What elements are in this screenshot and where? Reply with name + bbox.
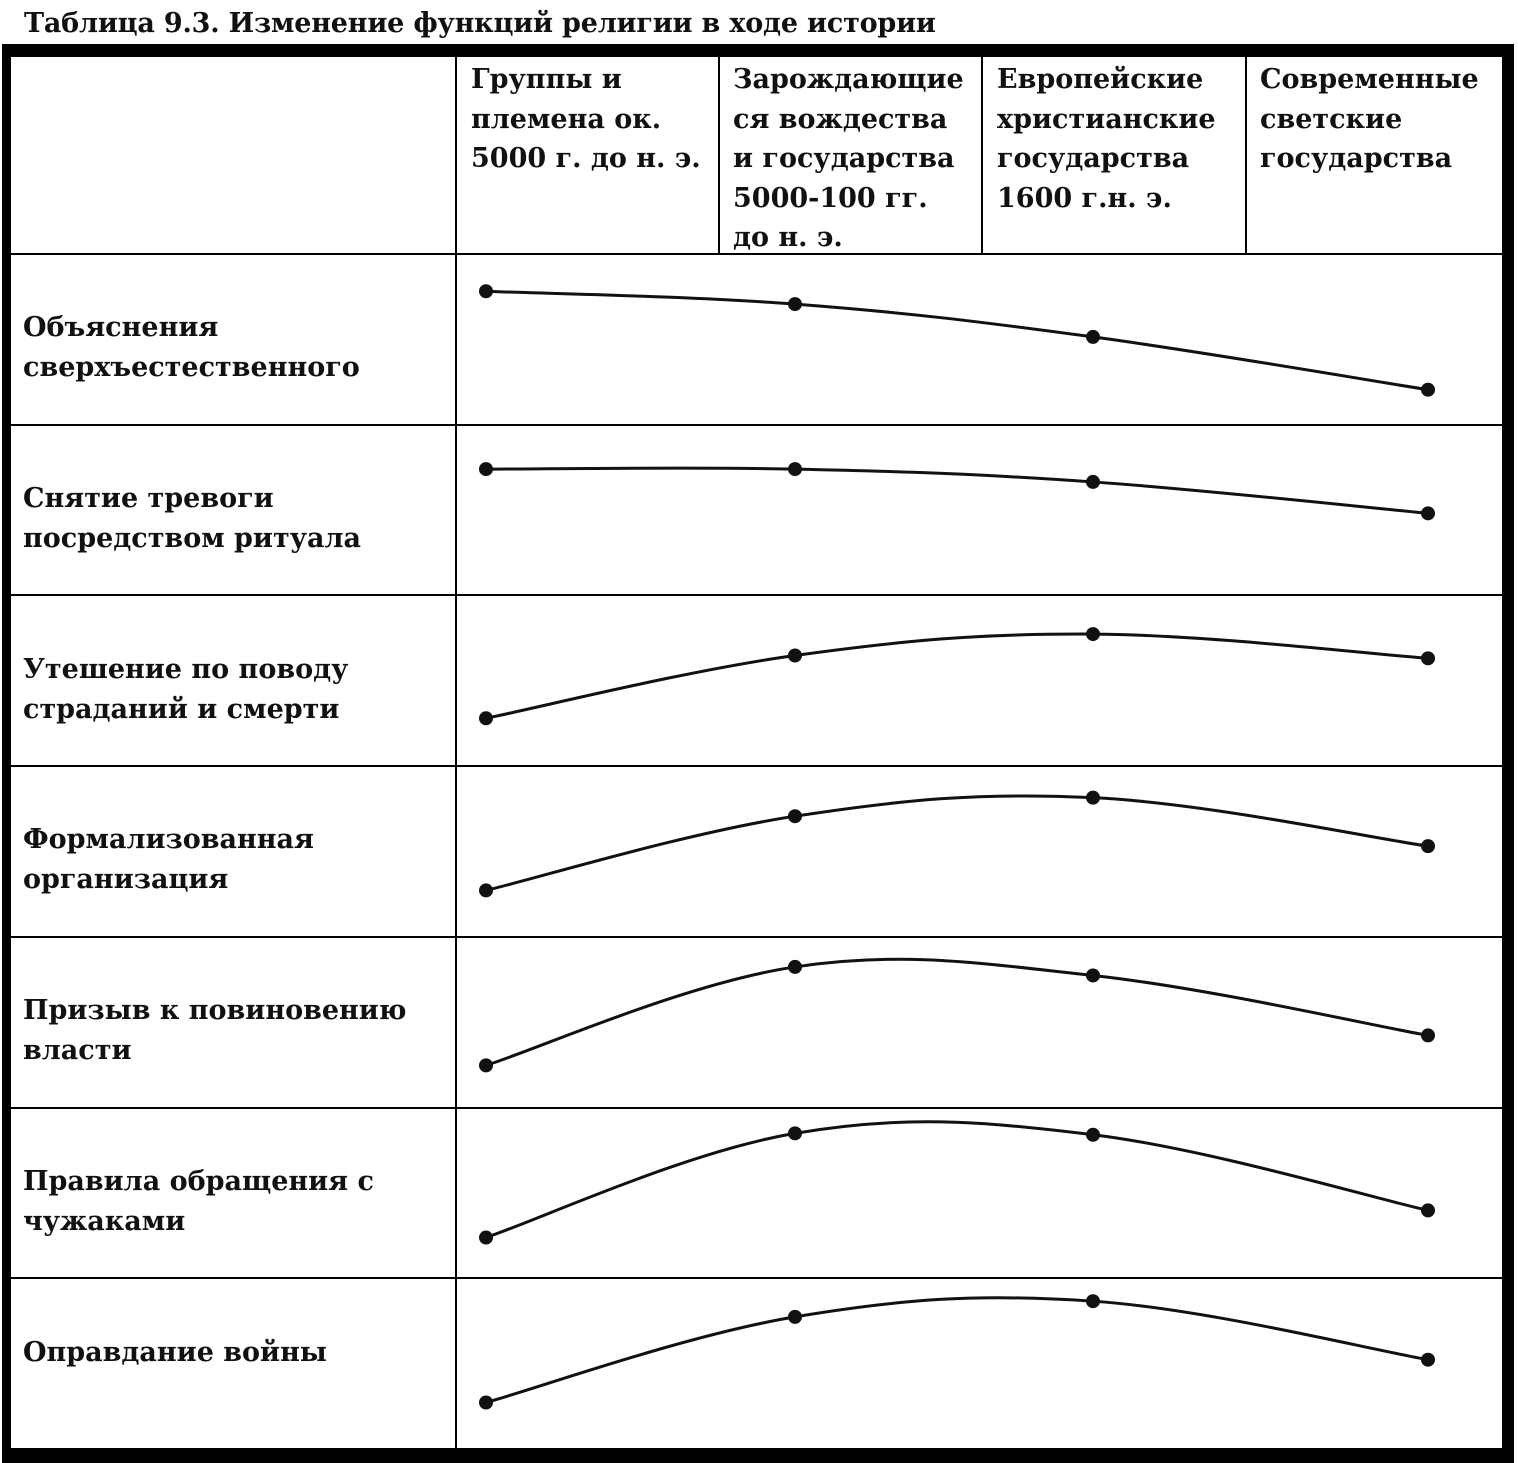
row-divider — [11, 1107, 1502, 1109]
trend-point — [479, 1395, 493, 1410]
trend-point — [1086, 627, 1100, 642]
row-label-obedience: Призыв к повиновению власти — [23, 995, 407, 1066]
trend-point — [788, 809, 802, 824]
row-label-consolation: Утешение по поводу страданий и смерти — [23, 654, 349, 725]
header-divider — [11, 253, 1502, 255]
trend-line — [485, 466, 1429, 515]
header-column-divider — [981, 57, 983, 253]
trend-line — [485, 794, 1429, 892]
trend-point — [1086, 329, 1100, 344]
table-title: Таблица 9.3. Изменение функций религии в… — [24, 8, 936, 39]
row-label-anxiety: Снятие тревоги посредством ритуала — [23, 483, 362, 554]
trend-point — [1086, 790, 1100, 805]
trend-line — [485, 957, 1429, 1067]
trend-point — [1421, 839, 1435, 854]
trend-point — [1086, 474, 1100, 489]
trend-point — [1421, 506, 1435, 521]
trend-point — [479, 883, 493, 898]
trend-point — [1421, 382, 1435, 397]
trend-point — [1421, 1203, 1435, 1218]
trend-point — [479, 1058, 493, 1073]
trend-point — [1421, 1352, 1435, 1367]
trend-point — [1086, 1127, 1100, 1142]
header-column-divider — [718, 57, 720, 253]
trend-point — [1086, 968, 1100, 983]
trend-line — [485, 1296, 1429, 1404]
trend-point — [788, 959, 802, 974]
trend-point — [479, 1230, 493, 1245]
row-label-organization: Формализованная организация — [23, 824, 314, 895]
trend-point — [788, 462, 802, 477]
row-label-supernatural: Объяснения сверхъестественного — [23, 312, 360, 383]
column-header-c1: Группы и племена ок. 5000 г. до н. э. — [471, 64, 701, 174]
trend-point — [479, 462, 493, 477]
trend-point — [788, 297, 802, 312]
row-divider — [11, 936, 1502, 938]
trend-point — [1421, 651, 1435, 666]
trend-point — [1086, 1294, 1100, 1309]
trend-line — [485, 632, 1429, 720]
column-header-c3: Европейские христианские государства 160… — [997, 64, 1216, 214]
trend-point — [479, 284, 493, 299]
trend-point — [1421, 1028, 1435, 1043]
header-column-divider — [1245, 57, 1247, 253]
row-label-outsiders: Правила обращения с чужаками — [23, 1166, 374, 1237]
trend-point — [788, 1309, 802, 1324]
row-divider — [11, 594, 1502, 596]
column-header-c4: Современные светские государства — [1260, 64, 1479, 174]
label-column-divider — [455, 57, 457, 1448]
trend-point — [788, 648, 802, 663]
trend-line — [485, 289, 1429, 392]
row-divider — [11, 424, 1502, 426]
column-header-c2: Зарождающие ся вождества и государства 5… — [733, 64, 964, 253]
table-body — [11, 57, 1502, 1448]
row-divider — [11, 1277, 1502, 1279]
trend-line — [485, 1120, 1429, 1239]
row-divider — [11, 765, 1502, 767]
row-label-war: Оправдание войны — [23, 1337, 327, 1368]
trend-point — [788, 1126, 802, 1141]
trend-point — [479, 711, 493, 726]
